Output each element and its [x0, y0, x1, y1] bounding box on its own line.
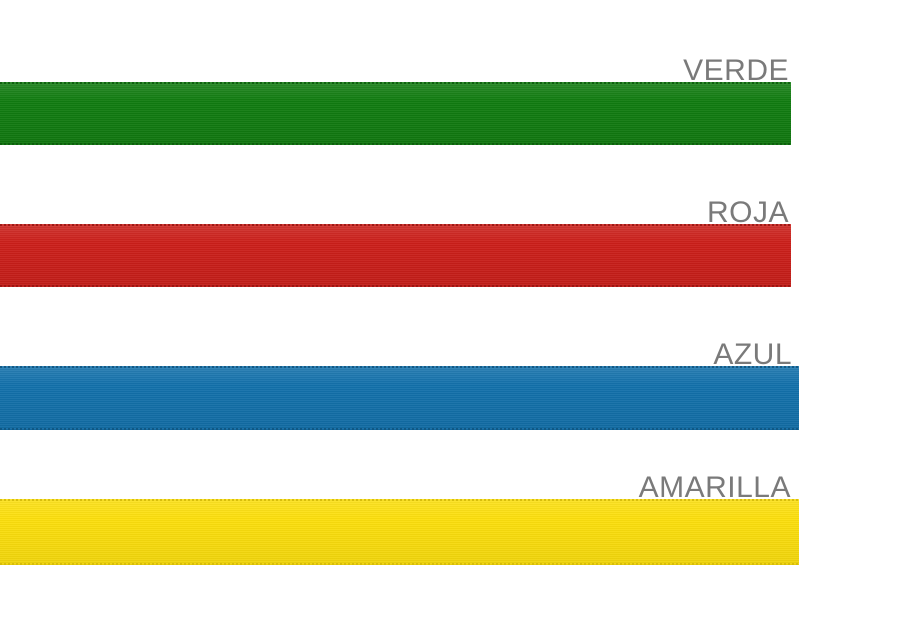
- ribbon-amarilla: [0, 499, 799, 565]
- ribbon-roja: [0, 224, 791, 287]
- ribbon-label-roja: ROJA: [706, 196, 789, 229]
- ribbon-row-roja: ROJA: [0, 197, 791, 287]
- ribbon-azul: [0, 366, 799, 430]
- ribbon-row-azul: AZUL: [0, 339, 799, 430]
- ribbon-verde: [0, 82, 791, 145]
- ribbon-row-verde: VERDE: [0, 55, 791, 145]
- ribbon-row-amarilla: AMARILLA: [0, 472, 799, 565]
- ribbon-label-azul: AZUL: [713, 338, 792, 371]
- ribbon-label-verde: VERDE: [683, 54, 789, 87]
- ribbon-label-amarilla: AMARILLA: [638, 471, 791, 504]
